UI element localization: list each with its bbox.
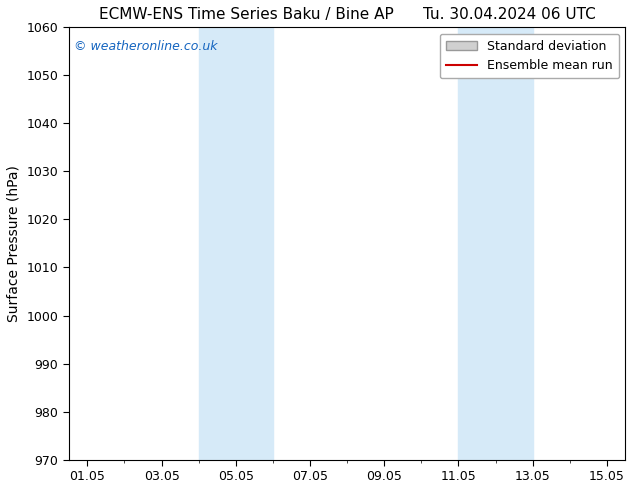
Y-axis label: Surface Pressure (hPa): Surface Pressure (hPa) [7, 165, 21, 322]
Text: © weatheronline.co.uk: © weatheronline.co.uk [74, 40, 218, 53]
Legend: Standard deviation, Ensemble mean run: Standard deviation, Ensemble mean run [440, 33, 619, 78]
Bar [198, 27, 273, 460]
Bar [458, 27, 533, 460]
Title: ECMW-ENS Time Series Baku / Bine AP      Tu. 30.04.2024 06 UTC: ECMW-ENS Time Series Baku / Bine AP Tu. … [99, 7, 595, 22]
